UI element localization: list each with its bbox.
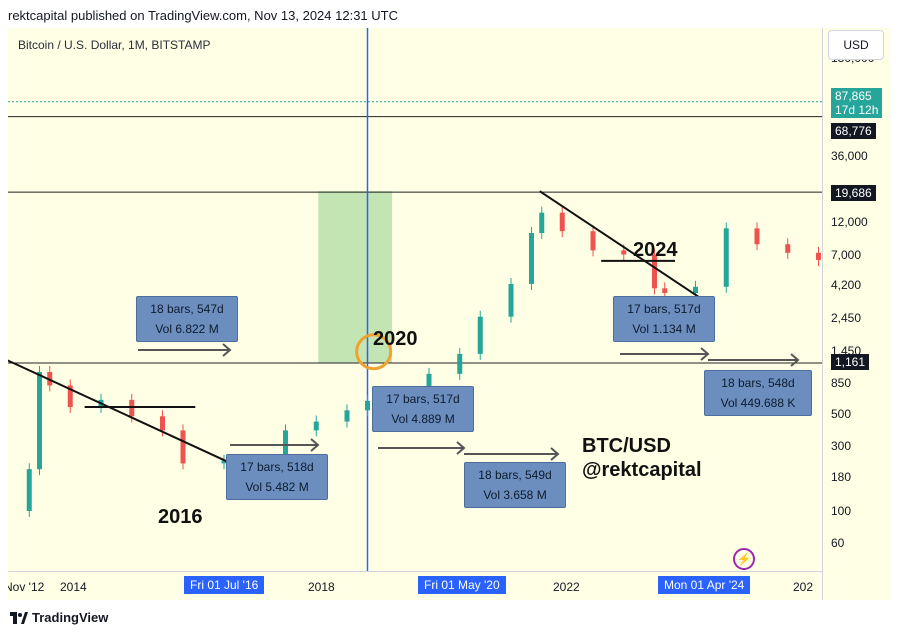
halving-label-2020: 2020: [373, 328, 418, 350]
candle-body: [754, 228, 760, 245]
price-tick-label: 500: [831, 407, 852, 421]
price-tick-label: 36,000: [831, 149, 868, 163]
price-tick-label: 12,000: [831, 215, 868, 229]
candle-body: [365, 400, 370, 411]
annotation-bars: 17 bars, 518d: [240, 460, 314, 474]
time-tick-label: 2022: [553, 580, 580, 594]
candle-body: [344, 410, 350, 422]
candle-body: [457, 353, 463, 374]
symbol-title: Bitcoin / U.S. Dollar, 1M, BITSTAMP: [18, 38, 211, 52]
price-tick-label: 180: [831, 470, 852, 484]
chart-panel[interactable]: Bitcoin / U.S. Dollar, 1M, BITSTAMP 130,…: [8, 28, 890, 600]
candle-body: [508, 283, 514, 317]
price-tick-label: 300: [831, 439, 852, 453]
price-tick-label: 100: [831, 504, 852, 518]
currency-button[interactable]: USD: [828, 30, 884, 60]
plot-svg[interactable]: [8, 28, 822, 571]
annotation-box: 18 bars, 549d Vol 3.658 M: [464, 462, 566, 508]
candle-body: [26, 469, 32, 511]
watermark-line2: @rektcapital: [582, 459, 702, 481]
arrow-head: [456, 441, 466, 455]
annotation-bars: 17 bars, 517d: [627, 302, 701, 316]
footer: TradingView: [10, 610, 108, 625]
annotation-box: 18 bars, 547d Vol 6.822 M: [136, 296, 238, 342]
candle-body: [160, 416, 165, 431]
annotation-bars: 17 bars, 517d: [386, 392, 460, 406]
time-tick-label: Nov '12: [8, 580, 45, 594]
annotation-box: 17 bars, 517d Vol 4.889 M: [372, 386, 474, 432]
candle-body: [37, 372, 42, 470]
annotation-box: 17 bars, 517d Vol 1.134 M: [613, 296, 715, 342]
candle-body: [477, 316, 483, 354]
watermark-text: BTC/USD @rektcapital: [582, 434, 702, 482]
price-level-tag: 1,161: [831, 354, 870, 370]
price-tick-label: 4,200: [831, 278, 862, 292]
publish-header: rektcapital published on TradingView.com…: [8, 8, 398, 23]
annotation-bars: 18 bars, 548d: [721, 376, 795, 390]
arrow-head: [550, 447, 560, 461]
candle-body: [621, 250, 627, 255]
price-level-tag: 68,776: [831, 123, 876, 139]
lightning-icon[interactable]: ⚡: [733, 548, 755, 570]
last-price-countdown: 17d 12h: [835, 103, 879, 117]
candle-body: [590, 231, 596, 251]
arrow-head: [310, 438, 320, 452]
price-tick-label: 2,450: [831, 311, 862, 325]
candle-body: [221, 460, 227, 464]
candle-body: [426, 373, 432, 394]
price-tick-label: 850: [831, 376, 852, 390]
annotation-box: 18 bars, 548d Vol 449.688 K: [704, 370, 812, 416]
annotation-box: 17 bars, 518d Vol 5.482 M: [226, 454, 328, 500]
candle-body: [529, 233, 534, 284]
arrow-head: [790, 353, 800, 367]
time-highlight-label: Fri 01 May '20: [418, 576, 506, 594]
trendline: [539, 190, 713, 307]
annotation-bars: 18 bars, 547d: [150, 302, 224, 316]
time-highlight-label: Fri 01 Jul '16: [184, 576, 265, 594]
annotation-vol: Vol 1.134 M: [632, 322, 696, 336]
highlight-circle: [355, 333, 393, 371]
annotation-vol: Vol 4.889 M: [391, 412, 455, 426]
tradingview-logo-icon: [10, 611, 28, 624]
last-price-value: 87,865: [835, 89, 872, 103]
last-price-tag: 87,865 17d 12h: [831, 88, 883, 118]
candle-body: [652, 254, 657, 289]
time-tick-label: 202: [793, 580, 814, 594]
annotation-bars: 18 bars, 549d: [478, 468, 552, 482]
candle-body: [67, 385, 73, 408]
candle-body: [693, 286, 698, 294]
candle-body: [180, 430, 186, 464]
price-tick-label: 60: [831, 536, 845, 550]
annotation-vol: Vol 3.658 M: [483, 488, 547, 502]
time-axis[interactable]: Nov '12 2014 Fri 01 Jul '16 2018 Fri 01 May …: [8, 571, 822, 600]
candle-body: [539, 212, 545, 233]
price-level-tag: 19,686: [831, 185, 876, 201]
candle-body: [662, 288, 668, 294]
footer-brand[interactable]: TradingView: [32, 610, 109, 625]
time-tick-label: 2014: [60, 580, 87, 594]
annotation-vol: Vol 6.822 M: [155, 322, 219, 336]
price-axis[interactable]: 130,000100,00068,77636,00019,68612,0007,…: [822, 28, 890, 600]
candle-body: [559, 212, 565, 232]
annotation-vol: Vol 449.688 K: [720, 396, 796, 410]
candle-body: [313, 421, 319, 431]
annotation-vol: Vol 5.482 M: [245, 480, 309, 494]
arrow-head: [222, 343, 232, 357]
time-highlight-label: Mon 01 Apr '24: [658, 576, 751, 594]
candle-body: [785, 244, 791, 253]
halving-label-2016: 2016: [158, 506, 203, 528]
price-tick-label: 7,000: [831, 248, 862, 262]
arrow-head: [700, 347, 710, 361]
candle-body: [129, 399, 135, 417]
candle-body: [816, 252, 821, 260]
candle-body: [723, 228, 729, 287]
time-tick-label: 2018: [308, 580, 335, 594]
halving-label-2024: 2024: [633, 239, 678, 261]
watermark-line1: BTC/USD: [582, 435, 671, 457]
